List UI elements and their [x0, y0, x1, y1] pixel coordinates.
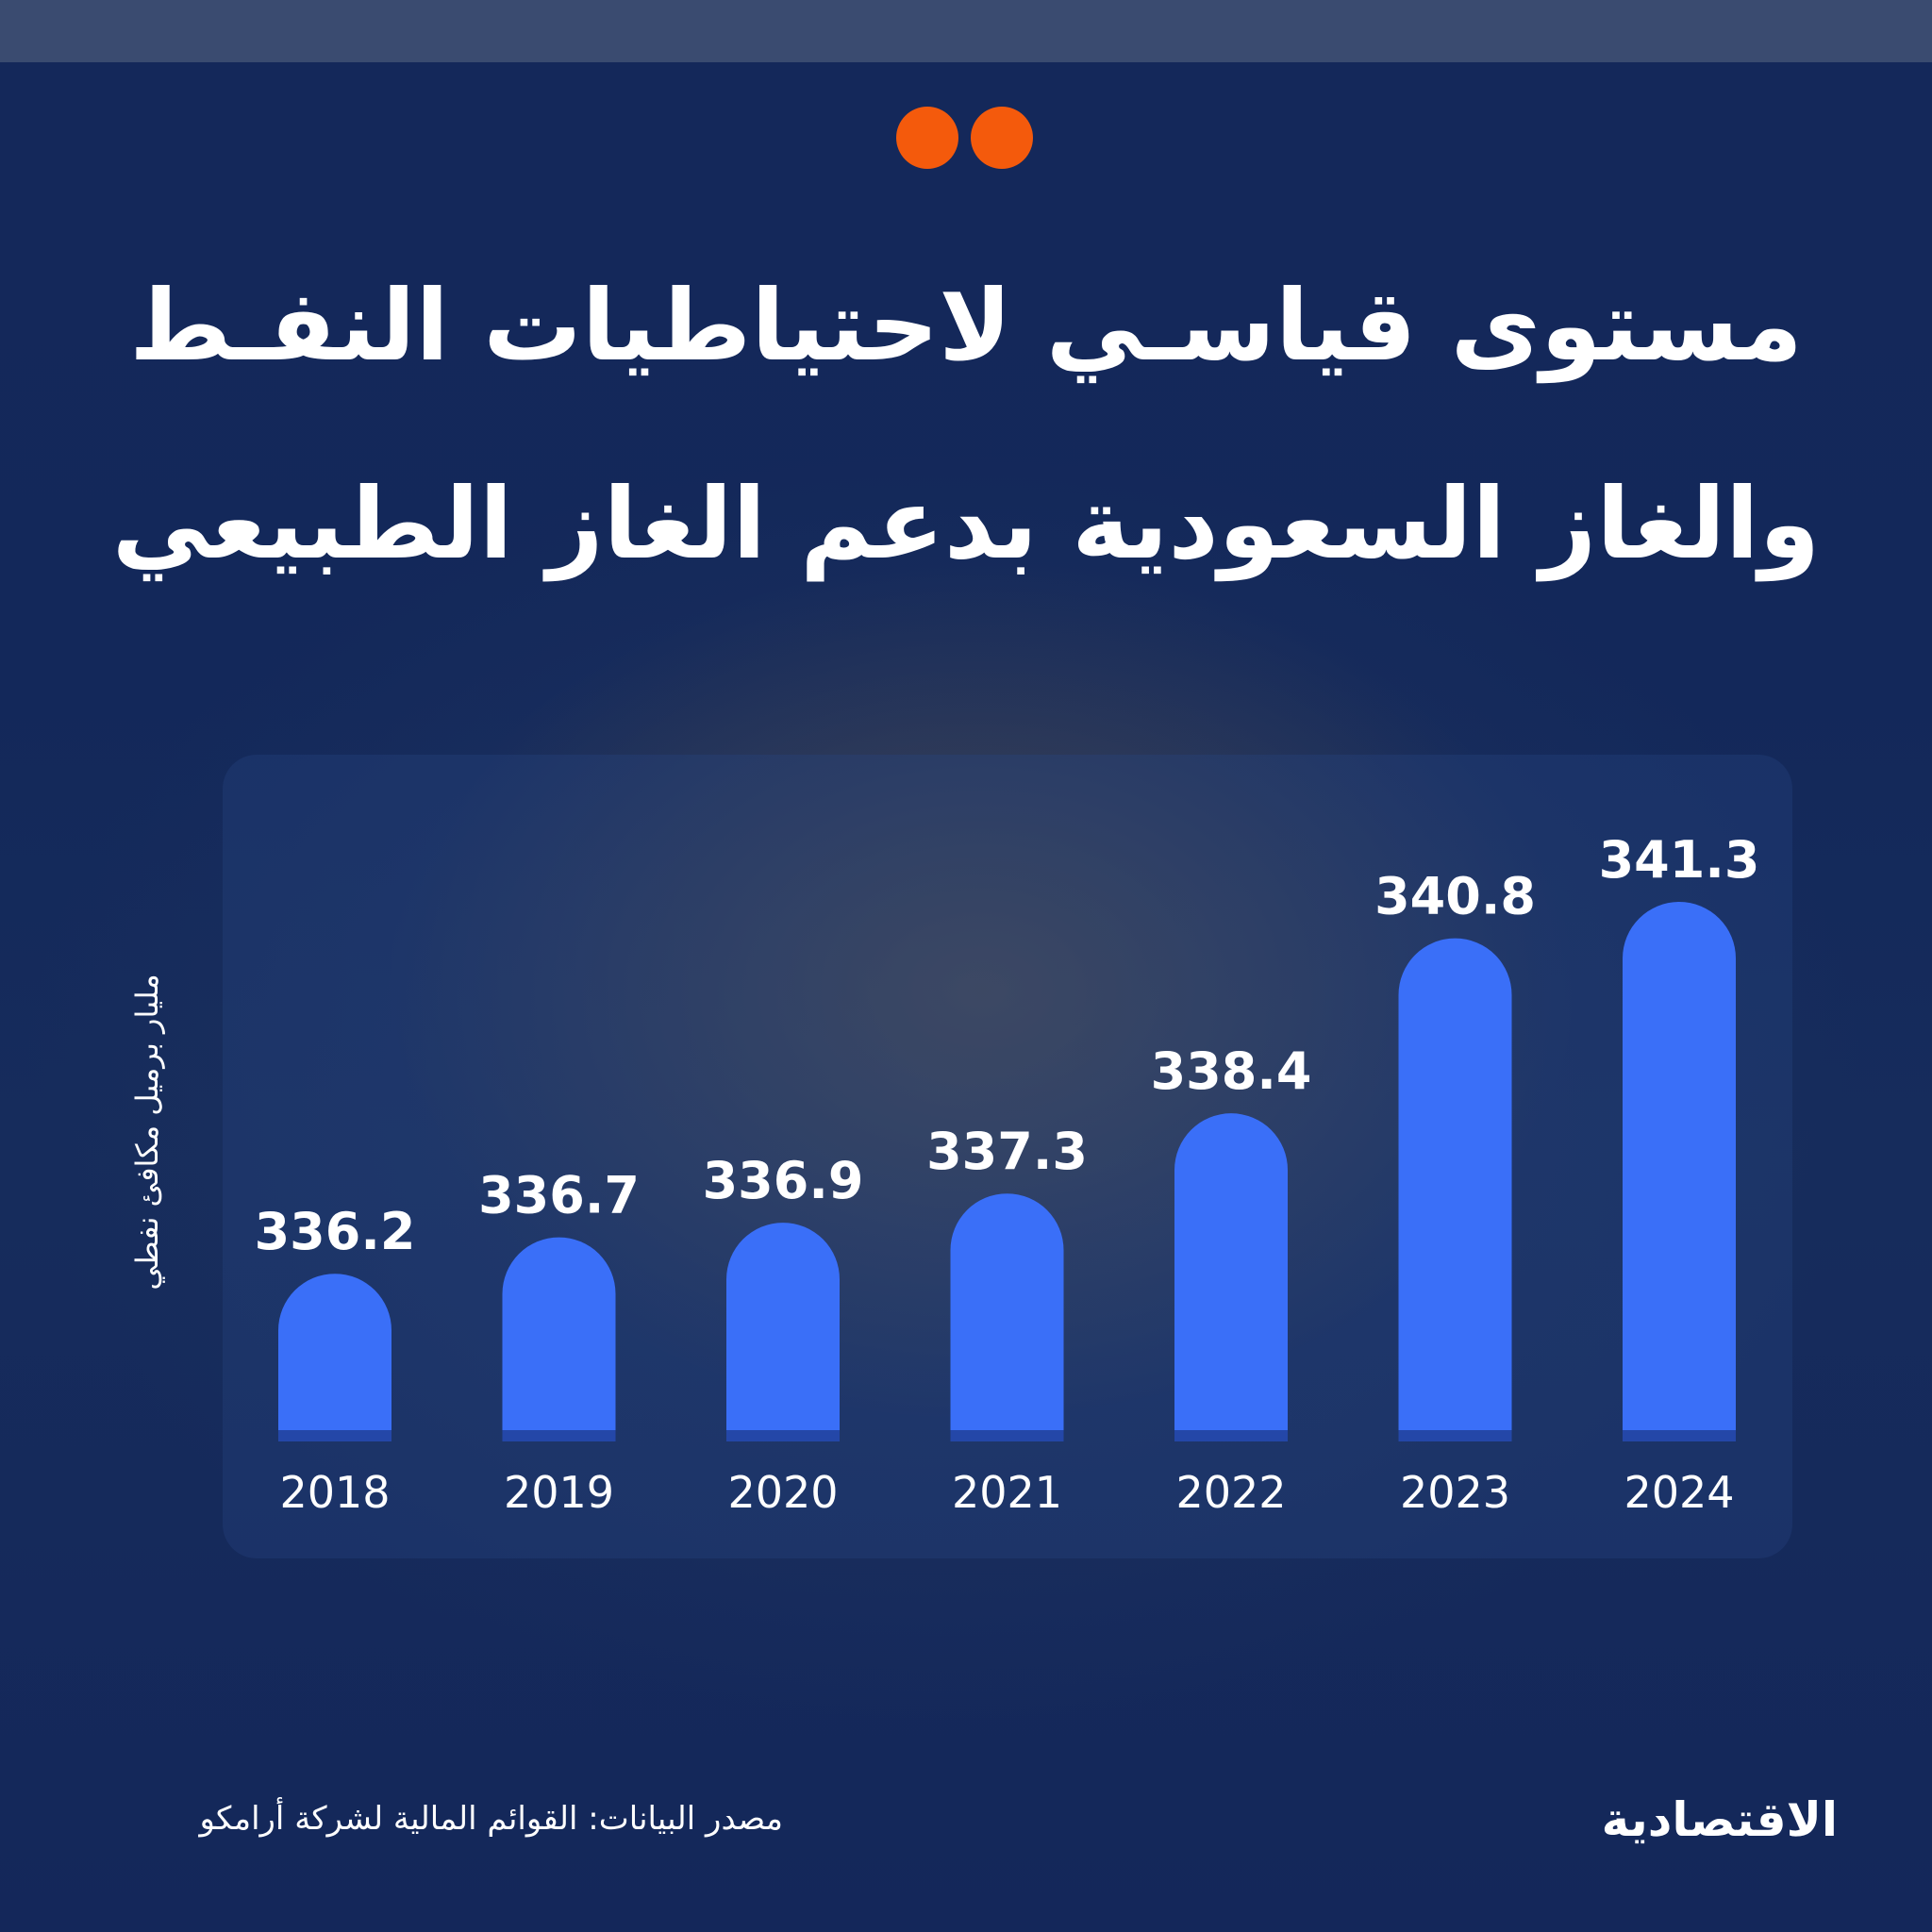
chart-title-line-2: والغاز السعودية بدعم الغاز الطبيعي: [111, 466, 1821, 581]
value-label-2019: 336.7: [478, 1166, 640, 1225]
x-tick-label-2018: 2018: [279, 1467, 390, 1518]
x-tick-label-2022: 2022: [1175, 1467, 1286, 1518]
bar-2020: [726, 1223, 840, 1441]
x-tick-label-2024: 2024: [1624, 1467, 1734, 1518]
x-tick-label-2021: 2021: [952, 1467, 1062, 1518]
bar-base-2022: [1174, 1430, 1288, 1441]
bar-base-2019: [502, 1430, 616, 1441]
chart-title-line-1: مستوى قياسـي لاحتياطيات النفـط: [129, 268, 1803, 383]
bar-2021: [950, 1193, 1064, 1441]
value-label-2022: 338.4: [1151, 1041, 1312, 1101]
bar-2022: [1174, 1113, 1288, 1441]
bar-base-2020: [726, 1430, 840, 1441]
bar-2018: [278, 1274, 391, 1441]
accent-dot-icon: [896, 107, 958, 169]
x-tick-label-2020: 2020: [727, 1467, 838, 1518]
bar-base-2018: [278, 1430, 391, 1441]
data-source-note: مصدر البيانات: القوائم المالية لشركة أرا…: [199, 1800, 783, 1838]
value-label-2018: 336.2: [255, 1202, 416, 1261]
publisher-logo: الاقتصادية: [1601, 1792, 1838, 1847]
bar-base-2024: [1623, 1430, 1736, 1441]
x-tick-label-2023: 2023: [1400, 1467, 1510, 1518]
top-bar: [0, 0, 1932, 62]
bar-base-2023: [1398, 1430, 1512, 1441]
x-tick-label-2019: 2019: [504, 1467, 614, 1518]
bar-2019: [502, 1237, 616, 1441]
bar-base-2021: [950, 1430, 1064, 1441]
bar-2023: [1398, 938, 1512, 1441]
accent-dot-icon: [971, 107, 1033, 169]
value-label-2021: 337.3: [926, 1122, 1088, 1181]
value-label-2023: 340.8: [1374, 867, 1536, 926]
value-label-2024: 341.3: [1599, 830, 1760, 890]
value-label-2020: 336.9: [703, 1151, 864, 1210]
bar-2024: [1623, 902, 1736, 1441]
y-axis-label: مليار برميل مكافئ نفطي: [129, 974, 165, 1291]
